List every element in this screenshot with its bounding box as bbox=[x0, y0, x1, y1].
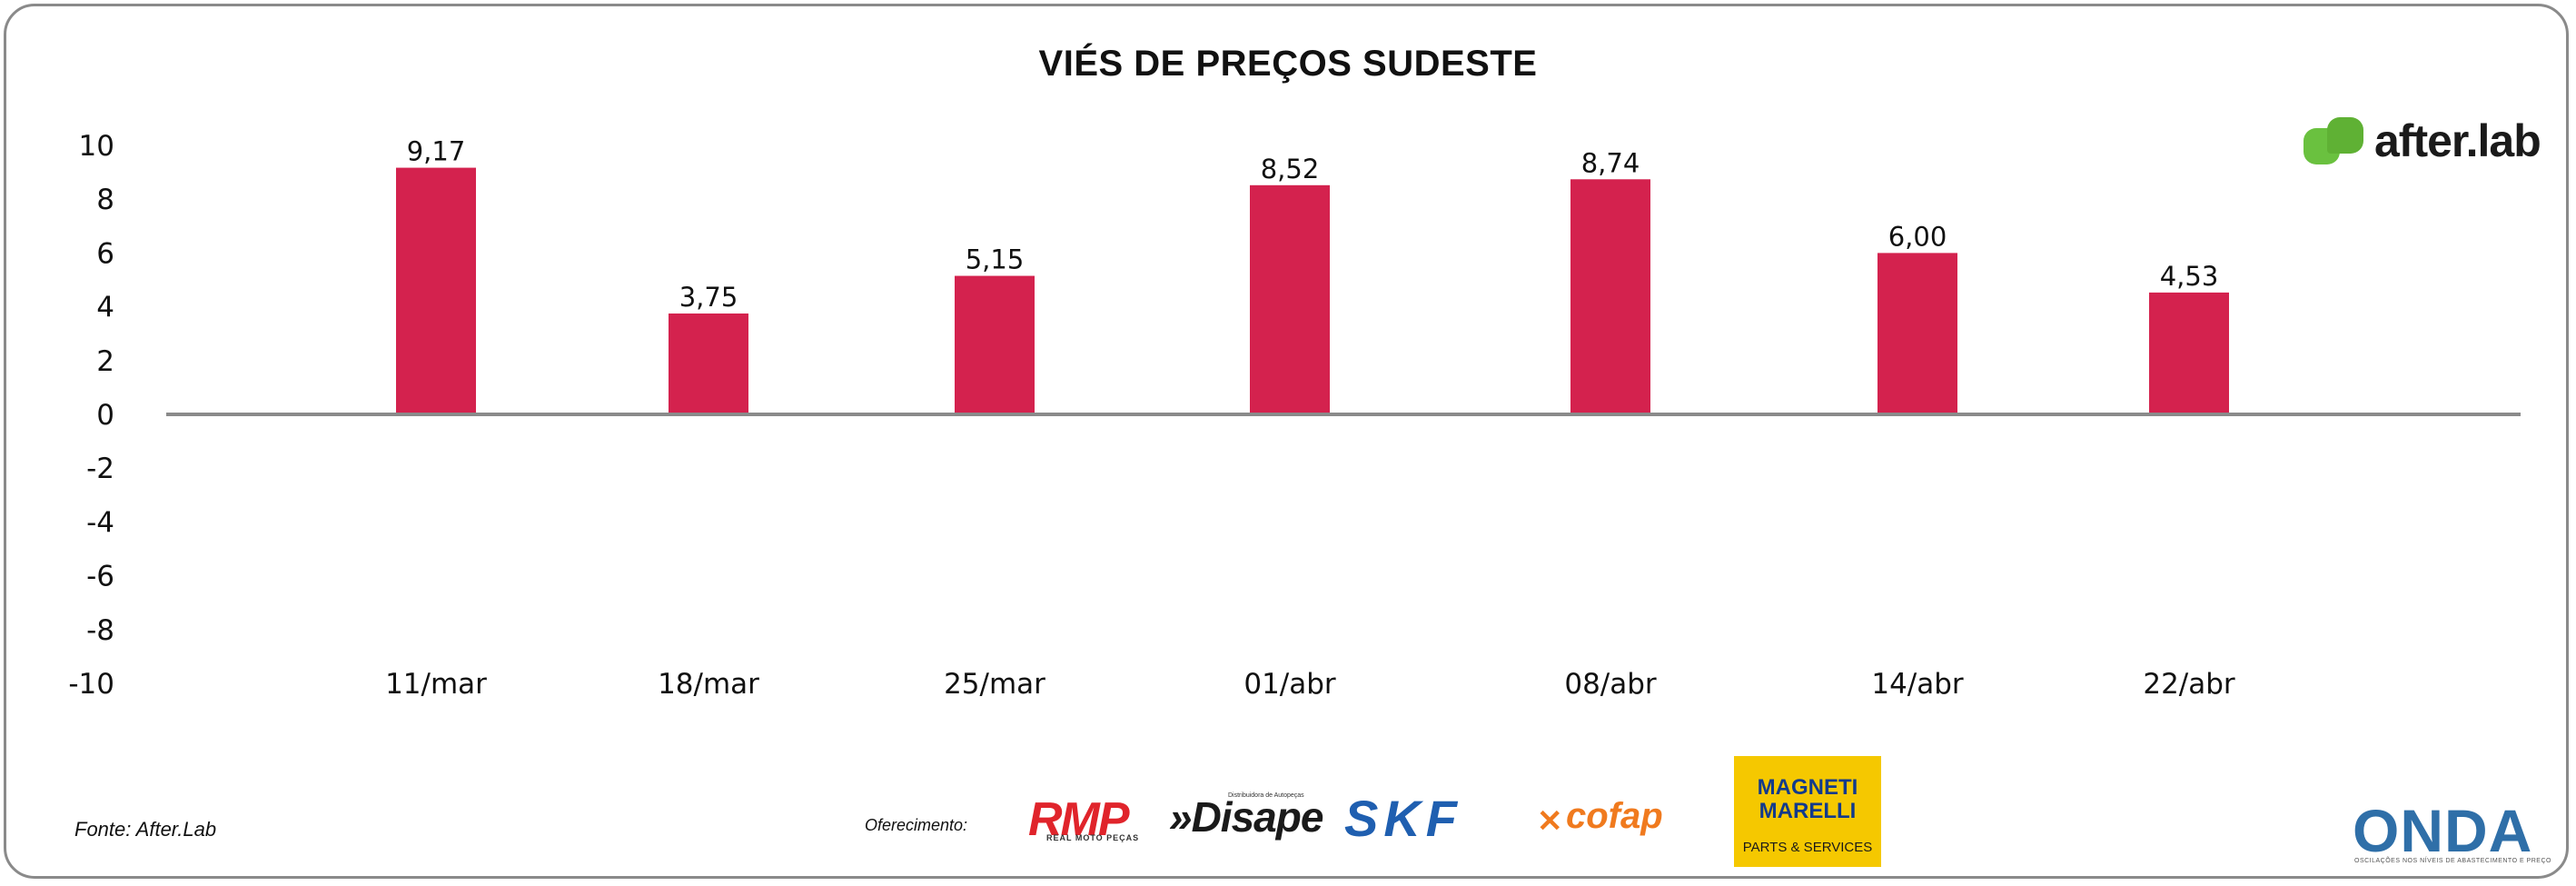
onda-logo: ONDA bbox=[2353, 797, 2533, 864]
y-tick-label: -10 bbox=[68, 668, 114, 701]
magneti-line3: PARTS & SERVICES bbox=[1742, 840, 1873, 855]
magneti-marelli-logo: MAGNETI MARELLI PARTS & SERVICES bbox=[1734, 756, 1881, 867]
bar-value-label: 9,17 bbox=[407, 136, 466, 167]
bar bbox=[1570, 179, 1650, 414]
bar bbox=[396, 167, 476, 414]
bar bbox=[1878, 253, 1957, 414]
y-axis-ticks: 10 8 6 4 2 0 -2 -4 -6 -8 -10 bbox=[68, 130, 114, 701]
magneti-line1: MAGNETI bbox=[1757, 775, 1858, 800]
disape-subtitle: Distribuidora de Autopeças bbox=[1228, 792, 1304, 799]
after-lab-mark-icon bbox=[2304, 115, 2367, 166]
bar bbox=[2149, 292, 2229, 414]
skf-logo: SKF bbox=[1344, 790, 1462, 847]
x-tick-label: 01/abr bbox=[1243, 668, 1336, 701]
bars bbox=[396, 167, 2229, 414]
data-labels: 9,17 3,75 5,15 8,52 8,74 6,00 4,53 bbox=[407, 136, 2219, 313]
bar bbox=[955, 275, 1035, 414]
bar-value-label: 6,00 bbox=[1888, 221, 1947, 252]
x-tick-label: 08/abr bbox=[1564, 668, 1657, 701]
bar-value-label: 5,15 bbox=[966, 244, 1025, 275]
chart-title: VIÉS DE PREÇOS SUDESTE bbox=[1038, 44, 1538, 84]
x-tick-label: 14/abr bbox=[1871, 668, 1964, 701]
source-note: Fonte: After.Lab bbox=[74, 818, 217, 841]
x-tick-label: 18/mar bbox=[658, 668, 759, 701]
x-axis-ticks: 11/mar 18/mar 25/mar 01/abr 08/abr 14/abr 22/a… bbox=[385, 668, 2235, 701]
chart-frame bbox=[4, 4, 2569, 879]
after-lab-logo: after.lab bbox=[2304, 114, 2541, 167]
after-lab-wordmark: after.lab bbox=[2374, 115, 2541, 166]
magneti-line2: MARELLI bbox=[1759, 799, 1857, 823]
bar-value-label: 8,74 bbox=[1581, 147, 1640, 178]
y-tick-label: -4 bbox=[86, 506, 114, 539]
cofap-logo: cofap bbox=[1566, 796, 1663, 836]
rmp-subtitle: REAL MOTO PEÇAS bbox=[1046, 833, 1140, 842]
rmp-logo: RMP bbox=[1028, 793, 1130, 846]
x-tick-label: 22/abr bbox=[2143, 668, 2235, 701]
bar-value-label: 4,53 bbox=[2160, 261, 2219, 292]
x-tick-label: 11/mar bbox=[385, 668, 487, 701]
bar-value-label: 3,75 bbox=[679, 282, 738, 313]
disape-logo: »Disape bbox=[1169, 793, 1323, 841]
x-tick-label: 25/mar bbox=[944, 668, 1045, 701]
y-tick-label: 4 bbox=[96, 292, 114, 324]
onda-subtitle: OSCILAÇÕES NOS NÍVEIS DE ABASTECIMENTO E… bbox=[2354, 858, 2551, 864]
bar bbox=[669, 314, 748, 414]
y-tick-label: 2 bbox=[96, 345, 114, 378]
bar bbox=[1250, 184, 1330, 414]
bar-value-label: 8,52 bbox=[1261, 154, 1320, 184]
y-tick-label: 8 bbox=[96, 184, 114, 216]
y-tick-label: -6 bbox=[86, 561, 114, 593]
y-tick-label: -8 bbox=[86, 614, 114, 647]
cofap-mark-icon: ✕ bbox=[1537, 804, 1563, 839]
sponsor-label: Oferecimento: bbox=[865, 816, 968, 834]
y-tick-label: -2 bbox=[86, 453, 114, 485]
y-tick-label: 0 bbox=[96, 399, 114, 432]
y-tick-label: 6 bbox=[96, 237, 114, 270]
y-tick-label: 10 bbox=[79, 130, 114, 163]
